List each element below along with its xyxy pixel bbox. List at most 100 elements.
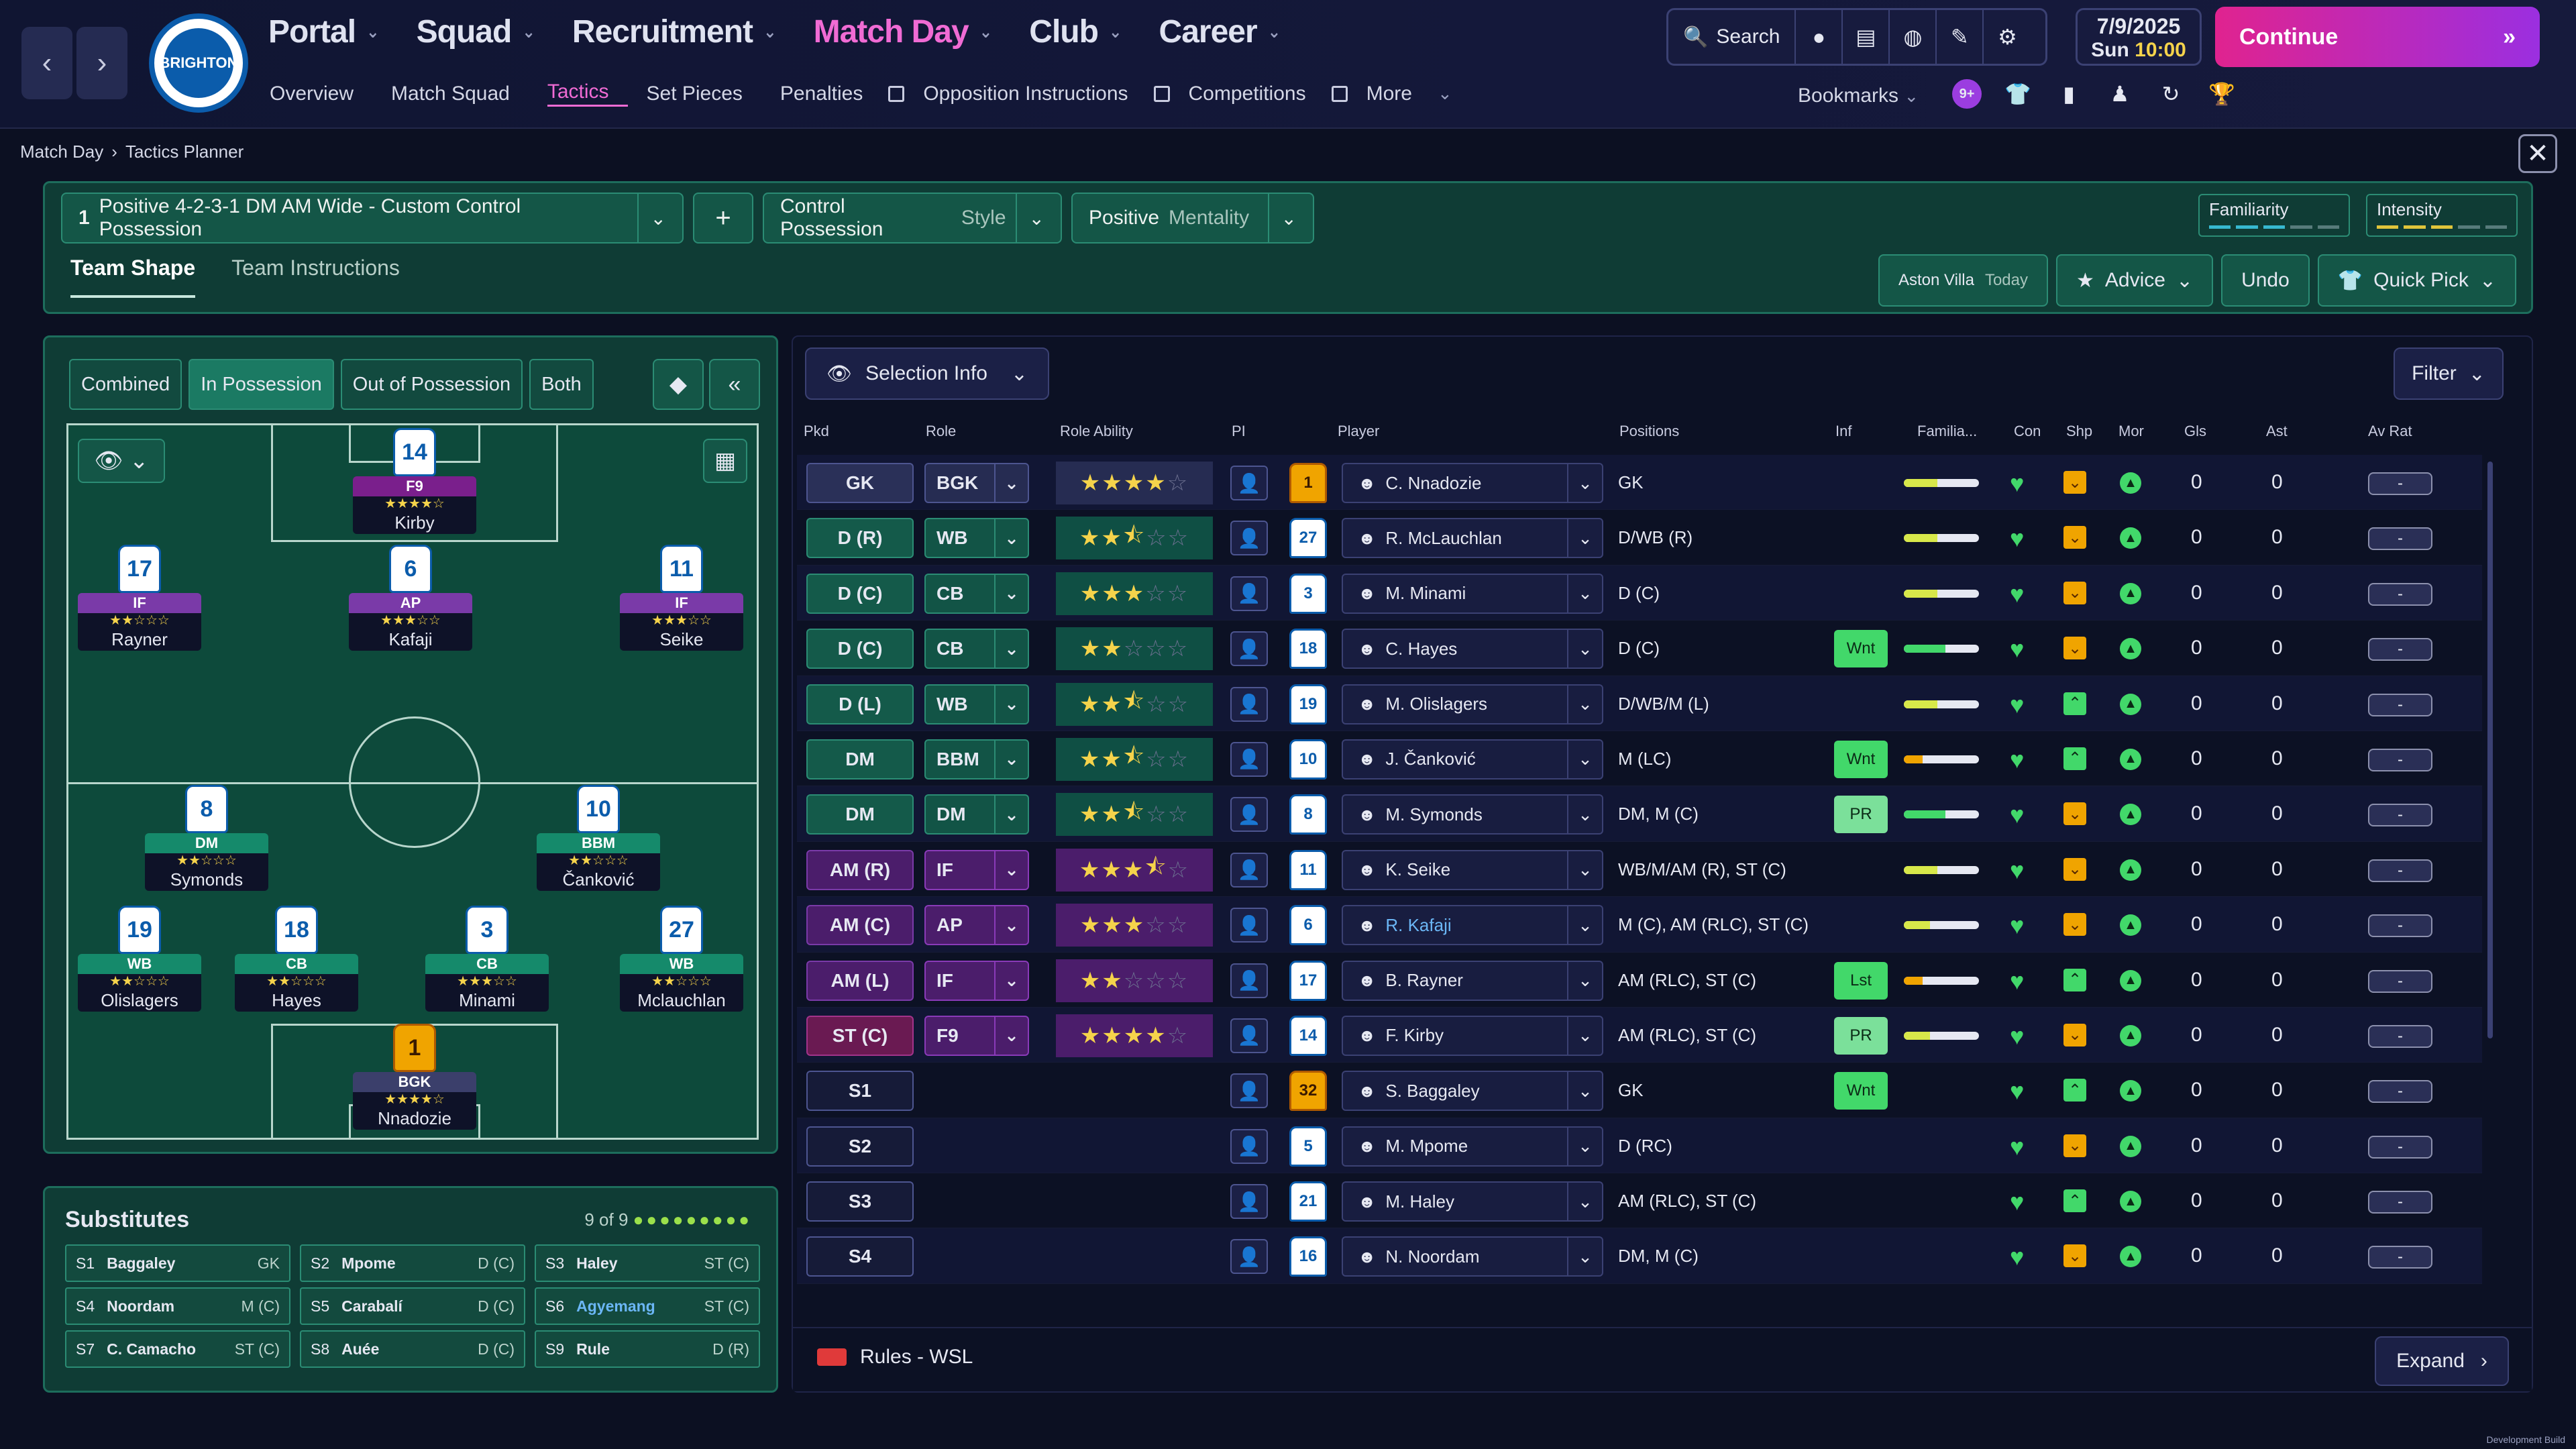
forward-button[interactable]: › (76, 27, 127, 99)
picked-position[interactable]: DM (806, 739, 914, 780)
column-header[interactable]: Role Ability (1060, 423, 1133, 439)
column-header[interactable]: Shp (2066, 423, 2093, 439)
role-select[interactable]: BGK ⌄ (924, 463, 1029, 503)
filter-button[interactable]: Filter ⌄ (2394, 347, 2504, 400)
sub-slot[interactable]: S6 Agyemang ST (C) (535, 1287, 760, 1325)
trophy-icon[interactable]: 🏆 (2208, 82, 2235, 106)
player-instructions-icon[interactable]: 👤 (1230, 741, 1268, 777)
column-header[interactable]: Av Rat (2368, 423, 2412, 439)
role-select[interactable]: WB ⌄ (924, 684, 1029, 724)
subnav-match-squad[interactable]: Match Squad (391, 80, 529, 107)
intensity-gauge[interactable]: Intensity (2366, 194, 2518, 237)
role-select[interactable]: DM ⌄ (924, 794, 1029, 835)
table-row[interactable]: DM DM ⌄ ★ ★ ⯪ ☆ ☆ 👤 8 ☻ M. Symonds ⌄ DM, M (C) PR ♥ ⌄ ▲ 0 0… (797, 786, 2482, 842)
tab-team-instructions[interactable]: Team Instructions (231, 256, 400, 280)
picked-position[interactable]: D (L) (806, 684, 914, 724)
add-tactic-button[interactable]: + (693, 193, 753, 244)
continue-button[interactable]: Continue » (2215, 7, 2540, 67)
sub-slot[interactable]: S7 C. Camacho ST (C) (65, 1330, 290, 1368)
table-row[interactable]: D (L) WB ⌄ ★ ★ ⯪ ☆ ☆ 👤 19 ☻ M. Olislagers ⌄ D/WB/M (L… (797, 676, 2482, 731)
sub-slot[interactable]: S9 Rule D (R) (535, 1330, 760, 1368)
role-select[interactable]: F9 ⌄ (924, 1015, 1029, 1056)
pitch-tab-in-possession[interactable]: In Possession (189, 359, 334, 410)
visibility-toggle[interactable]: 👁 ⌄ (78, 439, 165, 483)
player-instructions-icon[interactable]: 👤 (1230, 1128, 1268, 1164)
sub-slot[interactable]: S3 Haley ST (C) (535, 1244, 760, 1282)
table-row[interactable]: S2 👤 5 ☻ M. Mpome ⌄ D (RC) ♥ ⌄ ▲ 0 0 - (797, 1118, 2482, 1174)
player-select[interactable]: ☻ S. Baggaley ⌄ (1342, 1071, 1603, 1112)
familiarity-gauge[interactable]: Familiarity (2198, 194, 2350, 237)
pitch-player[interactable]: 10 BBM ★★☆☆☆ Čanković (537, 785, 660, 891)
player-instructions-icon[interactable]: 👤 (1230, 466, 1268, 500)
gear-icon[interactable]: ⚙ (1998, 25, 2017, 49)
player-instructions-icon[interactable]: 👤 (1230, 852, 1268, 888)
subnav-competitions[interactable]: Competitions (1189, 80, 1348, 107)
collapse-icon[interactable]: « (709, 359, 760, 410)
picked-position[interactable]: S3 (806, 1181, 914, 1222)
picked-position[interactable]: S1 (806, 1071, 914, 1112)
column-header[interactable]: Role (926, 423, 957, 439)
table-row[interactable]: D (R) WB ⌄ ★ ★ ⯪ ☆ ☆ 👤 27 ☻ R. McLauchlan ⌄ D/WB (R) ♥… (797, 510, 2482, 566)
pitch-player[interactable]: 6 AP ★★★☆☆ Kafaji (349, 545, 472, 651)
picked-position[interactable]: GK (806, 463, 914, 503)
pitch-tab-out-of-possession[interactable]: Out of Possession (340, 359, 523, 410)
club-crest[interactable]: BRIGHTON (149, 13, 248, 113)
picked-position[interactable]: S2 (806, 1126, 914, 1167)
pitch-player[interactable]: 19 WB ★★☆☆☆ Olislagers (78, 906, 201, 1012)
player-select[interactable]: ☻ M. Olislagers ⌄ (1342, 684, 1603, 724)
role-select[interactable]: IF ⌄ (924, 849, 1029, 890)
pitch-player[interactable]: 11 IF ★★★☆☆ Seike (620, 545, 743, 651)
pitch-player[interactable]: 17 IF ★★☆☆☆ Rayner (78, 545, 201, 651)
table-row[interactable]: S1 👤 32 ☻ S. Baggaley ⌄ GK Wnt ♥ ⌃ ▲ 0 0 - (797, 1063, 2482, 1118)
sub-slot[interactable]: S4 Noordam M (C) (65, 1287, 290, 1325)
role-select[interactable]: IF ⌄ (924, 960, 1029, 1001)
refresh-icon[interactable]: ↻ (2161, 82, 2180, 106)
pitch-tab-both[interactable]: Both (529, 359, 594, 410)
column-header[interactable]: Positions (1619, 423, 1680, 439)
globe-icon[interactable]: ◍ (1890, 10, 1937, 64)
nav-squad[interactable]: Squad ⌄ (417, 13, 535, 50)
subnav-overview[interactable]: Overview (270, 80, 372, 107)
role-select[interactable]: BBM ⌄ (924, 739, 1029, 780)
column-header[interactable]: Ast (2266, 423, 2288, 439)
player-select[interactable]: ☻ M. Symonds ⌄ (1342, 794, 1603, 835)
undo-button[interactable]: Undo (2221, 254, 2310, 307)
sub-slot[interactable]: S8 Auée D (C) (300, 1330, 525, 1368)
table-row[interactable]: AM (L) IF ⌄ ★ ★ ☆ ☆ ☆ 👤 17 ☻ B. Rayner ⌄ AM (RLC), ST… (797, 953, 2482, 1008)
picked-position[interactable]: D (R) (806, 518, 914, 559)
mentality-select[interactable]: Positive Mentality ⌄ (1071, 193, 1314, 244)
player-instructions-icon[interactable]: 👤 (1230, 1239, 1268, 1275)
inbox-icon[interactable]: ▤ (1843, 10, 1890, 64)
player-select[interactable]: ☻ C. Nnadozie ⌄ (1342, 463, 1603, 503)
picked-position[interactable]: D (C) (806, 573, 914, 614)
role-select[interactable]: CB ⌄ (924, 629, 1029, 669)
player-select[interactable]: ☻ R. McLauchlan ⌄ (1342, 518, 1603, 559)
pitch-tab-combined[interactable]: Combined (69, 359, 182, 410)
picked-position[interactable]: S4 (806, 1236, 914, 1277)
column-header[interactable]: PI (1232, 423, 1246, 439)
sub-slot[interactable]: S1 Baggaley GK (65, 1244, 290, 1282)
nav-match-day[interactable]: Match Day ⌄ (814, 13, 993, 50)
table-row[interactable]: S4 👤 16 ☻ N. Noordam ⌄ DM, M (C) ♥ ⌄ ▲ 0 0 - (797, 1228, 2482, 1284)
picked-position[interactable]: AM (C) (806, 905, 914, 946)
subnav-more[interactable]: More ⌄ (1366, 80, 1471, 107)
column-header[interactable]: Gls (2184, 423, 2206, 439)
table-row[interactable]: S3 👤 21 ☻ M. Haley ⌄ AM (RLC), ST (C) ♥ ⌃ ▲ 0 0 - (797, 1173, 2482, 1229)
style-select[interactable]: Control Possession Style ⌄ (763, 193, 1062, 244)
subnav-opposition-instructions[interactable]: Opposition Instructions (923, 80, 1170, 107)
player-select[interactable]: ☻ M. Minami ⌄ (1342, 573, 1603, 614)
quick-pick-button[interactable]: 👕 Quick Pick ⌄ (2317, 254, 2516, 307)
table-row[interactable]: AM (C) AP ⌄ ★ ★ ★ ☆ ☆ 👤 6 ☻ R. Kafaji ⌄ M (C), AM (RL… (797, 897, 2482, 953)
pen-icon[interactable]: ✎ (1937, 10, 1984, 64)
close-button[interactable]: ✕ (2518, 134, 2557, 173)
next-opponent[interactable]: Aston Villa Today (1878, 254, 2048, 307)
subnav-tactics[interactable]: Tactics (547, 80, 628, 107)
column-header[interactable]: Inf (1835, 423, 1852, 439)
selection-info-dropdown[interactable]: 👁 Selection Info ⌄ (805, 347, 1049, 400)
bookmarks-dropdown[interactable]: Bookmarks ⌄ (1798, 85, 1919, 107)
table-row[interactable]: D (C) CB ⌄ ★ ★ ☆ ☆ ☆ 👤 18 ☻ C. Hayes ⌄ D (C) Wnt ♥ ⌄ ▲ 0 0- (797, 621, 2482, 676)
player-instructions-icon[interactable]: 👤 (1230, 576, 1268, 611)
picked-position[interactable]: D (C) (806, 629, 914, 669)
nav-club[interactable]: Club ⌄ (1029, 13, 1122, 50)
table-row[interactable]: GK BGK ⌄ ★ ★ ★ ★ ☆ 👤 1 ☻ C. Nnadozie ⌄ GK ♥ ⌄ ▲ 0 0- (797, 455, 2482, 511)
